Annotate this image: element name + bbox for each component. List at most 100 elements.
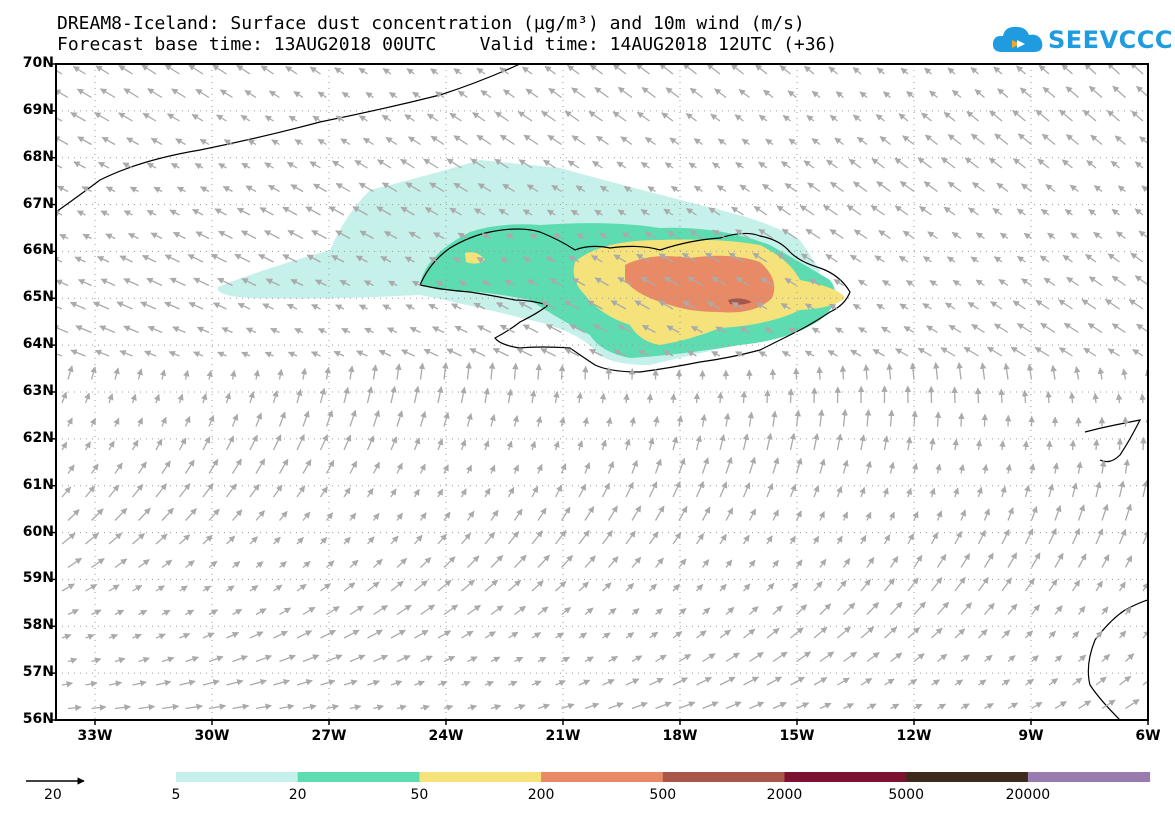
wind-arrow — [282, 254, 298, 263]
wind-arrow — [1068, 391, 1076, 404]
wind-arrow — [772, 605, 783, 615]
wind-arrow — [1074, 366, 1081, 380]
wind-arrow — [992, 207, 1003, 216]
wind-arrow — [1142, 629, 1148, 639]
wind-arrow — [268, 90, 280, 99]
wind-arrow — [1101, 699, 1116, 710]
wind-arrow — [70, 111, 86, 122]
wind-arrow — [731, 206, 744, 216]
wind-arrow — [507, 531, 520, 545]
wind-arrow — [1038, 64, 1050, 75]
wind-arrow — [108, 440, 115, 451]
wind-arrow — [232, 509, 243, 521]
wind-arrow — [184, 459, 195, 474]
wind-arrow — [56, 116, 63, 122]
coastlines — [56, 64, 1148, 720]
wind-arrow — [756, 302, 768, 310]
wind-arrow — [465, 464, 473, 474]
wind-arrow — [929, 90, 938, 99]
wind-arrow — [1088, 209, 1097, 216]
wind-arrow — [138, 558, 150, 569]
wind-arrow — [100, 278, 116, 287]
wind-arrow — [359, 230, 374, 240]
wind-arrow — [803, 65, 815, 75]
wind-arrow — [753, 205, 768, 216]
wind-arrow — [1021, 278, 1032, 287]
wind-arrow — [249, 678, 267, 686]
wind-arrow — [837, 580, 847, 592]
wind-arrow — [623, 393, 630, 404]
wind-arrow — [743, 583, 751, 592]
wind-arrow — [567, 160, 580, 169]
wind-arrow — [373, 604, 389, 616]
wind-arrow — [986, 346, 1003, 357]
wind-arrow — [701, 506, 711, 521]
wind-arrow — [631, 608, 640, 615]
wind-arrow — [739, 184, 750, 193]
wind-arrow — [1130, 252, 1144, 263]
wind-arrow — [523, 134, 539, 146]
wind-arrow — [245, 185, 257, 193]
wind-arrow — [185, 560, 195, 569]
wind-arrow — [499, 67, 509, 75]
colorbar-segment — [297, 772, 420, 782]
wind-arrow — [414, 580, 428, 592]
wind-arrow — [712, 229, 727, 240]
wind-arrow — [206, 370, 213, 380]
wind-arrow — [640, 161, 650, 169]
wind-arrow — [882, 487, 889, 498]
wind-arrow — [467, 604, 481, 616]
wind-arrow — [271, 139, 280, 146]
wind-arrow — [90, 463, 99, 474]
wind-arrow — [522, 256, 533, 263]
wind-arrow — [386, 327, 398, 334]
wind-arrow — [502, 183, 515, 193]
lon-label: 6W — [1135, 728, 1161, 744]
wind-arrow — [1072, 677, 1083, 686]
wind-arrow — [659, 64, 674, 75]
wind-arrow — [865, 511, 872, 521]
wind-arrow — [1124, 503, 1133, 521]
wind-arrow — [857, 279, 868, 287]
wind-arrow — [735, 162, 744, 169]
wind-arrow — [631, 505, 642, 521]
wind-arrow — [654, 505, 665, 521]
wind-arrow — [929, 280, 938, 287]
wind-arrow — [725, 456, 733, 474]
wind-arrow — [1123, 458, 1130, 474]
wind-arrow — [1111, 208, 1120, 216]
wind-arrow — [470, 158, 486, 169]
wind-arrow — [975, 232, 985, 240]
wind-arrow — [976, 486, 983, 498]
wind-arrow — [349, 460, 358, 474]
wind-arrow — [905, 436, 913, 451]
wind-arrow — [725, 507, 734, 521]
wind-arrow — [671, 436, 679, 451]
wind-arrow — [742, 433, 750, 451]
wind-arrow — [194, 163, 204, 170]
wind-arrow — [160, 416, 167, 427]
wind-arrow — [113, 367, 120, 380]
wind-arrow — [717, 138, 727, 146]
wind-arrow — [302, 459, 312, 474]
wind-arrow — [631, 459, 638, 474]
wind-arrow — [61, 633, 72, 640]
wind-arrow — [377, 159, 392, 169]
wind-arrow — [1072, 630, 1080, 639]
wind-arrow — [719, 629, 732, 639]
wind-arrow — [467, 555, 480, 568]
wind-arrow — [772, 651, 788, 663]
wind-arrow — [678, 607, 687, 615]
wind-arrow — [90, 366, 97, 380]
wind-arrow — [970, 66, 979, 75]
wind-arrow — [310, 304, 321, 311]
wind-arrow — [1101, 554, 1110, 568]
wind-arrow — [349, 409, 357, 427]
wind-arrow — [81, 186, 92, 193]
wind-arrow — [819, 702, 832, 710]
wind-arrow — [249, 434, 258, 451]
wind-arrow — [837, 626, 851, 639]
wind-arrow — [790, 627, 804, 639]
wind-arrow — [1101, 606, 1109, 615]
wind-arrow — [608, 556, 619, 568]
